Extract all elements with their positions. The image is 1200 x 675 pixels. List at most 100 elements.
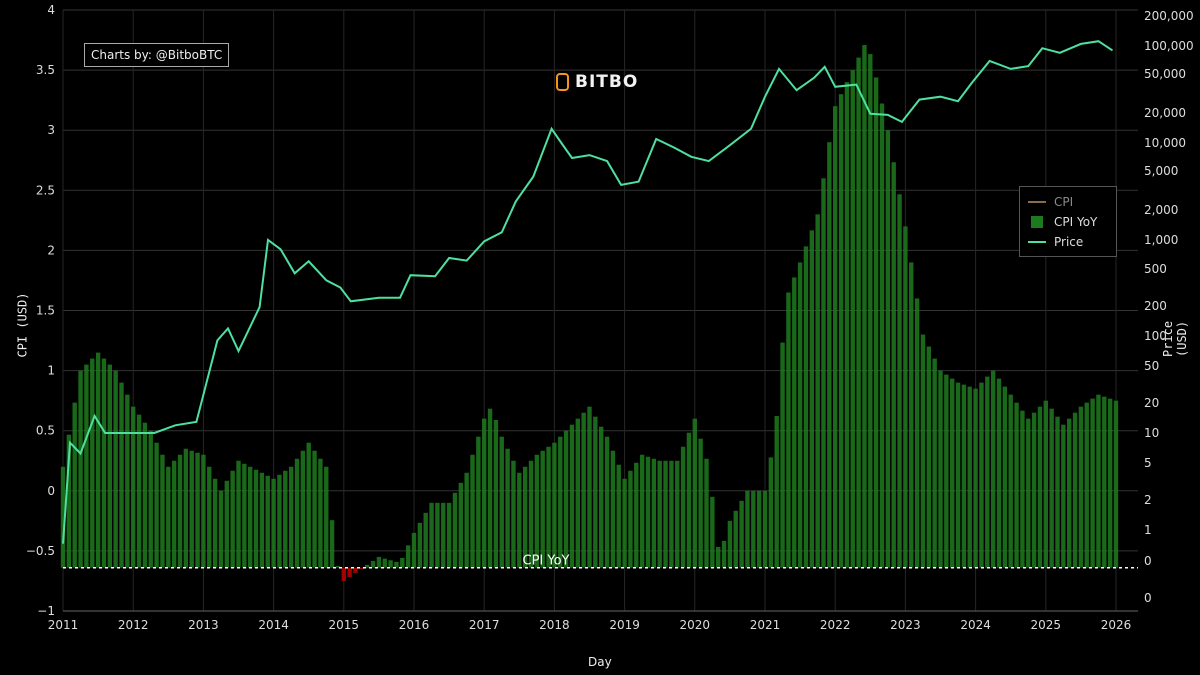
legend-item-cpi-yoy[interactable]: CPI YoY <box>1028 215 1097 229</box>
x-tick-label: 2025 <box>1031 618 1062 632</box>
cpi-yoy-bar <box>84 364 89 568</box>
cpi-yoy-bar <box>312 450 317 568</box>
cpi-yoy-bar <box>236 460 241 568</box>
x-tick-label: 2017 <box>469 618 500 632</box>
cpi-yoy-bar <box>809 230 814 568</box>
y-left-tick-label: −0.5 <box>26 544 55 558</box>
cpi-yoy-bar <box>546 446 551 568</box>
chart-credit: Charts by: @BitboBTC <box>84 43 230 67</box>
cpi-yoy-bar <box>967 386 972 568</box>
cpi-yoy-bar <box>645 456 651 568</box>
cpi-yoy-bar <box>195 452 200 568</box>
cpi-yoy-bar <box>131 406 136 568</box>
cpi-yoy-bar <box>903 226 908 568</box>
cpi-yoy-bar <box>347 567 352 577</box>
y-right-tick-label: 1,000 <box>1144 233 1178 247</box>
cpi-yoy-bar <box>756 490 762 568</box>
cpi-yoy-bar <box>914 298 920 568</box>
y-right-tick-label: 10 <box>1144 426 1159 440</box>
cpi-yoy-bar <box>359 567 364 569</box>
cpi-yoy-bar <box>283 470 288 568</box>
y-right-tick-label: 200 <box>1144 299 1167 313</box>
cpi-yoy-bar <box>405 545 411 568</box>
cpi-yoy-bar <box>745 490 750 568</box>
cpi-yoy-bar <box>797 262 803 568</box>
cpi-yoy-bar <box>955 382 961 568</box>
cpi-yoy-bar <box>113 370 118 568</box>
cpi-yoy-bar <box>499 436 504 568</box>
cpi-yoy-bar <box>815 214 820 568</box>
cpi-yoy-bar <box>1096 394 1101 568</box>
legend-cpi-swatch <box>1028 201 1046 203</box>
cpi-yoy-bar <box>1020 410 1025 568</box>
y-right-tick-label: 5 <box>1144 456 1152 470</box>
cpi-yoy-bar <box>733 510 738 568</box>
cpi-yoy-bar <box>938 370 943 568</box>
cpi-yoy-bar <box>1107 398 1113 568</box>
x-tick-label: 2011 <box>48 618 79 632</box>
cpi-yoy-bar <box>692 418 697 568</box>
cpi-yoy-bar <box>423 512 428 568</box>
x-tick-label: 2022 <box>820 618 851 632</box>
y-left-tick-label: −1 <box>37 604 55 618</box>
y-right-tick-label: 0 <box>1144 554 1152 568</box>
legend-price-label: Price <box>1054 235 1084 249</box>
cpi-yoy-bar <box>879 103 885 568</box>
x-tick-label: 2026 <box>1101 618 1132 632</box>
cpi-yoy-bar <box>639 454 645 568</box>
cpi-yoy-bar <box>148 430 153 568</box>
y-right-tick-label: 2 <box>1144 493 1152 507</box>
y-left-tick-label: 1 <box>47 364 55 378</box>
cpi-yoy-bar <box>382 558 387 568</box>
cpi-yoy-bar <box>429 502 434 568</box>
cpi-yoy-bar <box>1055 416 1060 568</box>
cpi-yoy-bar <box>727 520 733 568</box>
legend-cpi-yoy-label: CPI YoY <box>1054 215 1098 229</box>
y-right-tick-label: 2,000 <box>1144 203 1178 217</box>
cpi-yoy-bar <box>575 418 580 568</box>
cpi-yoy-bar <box>610 450 616 568</box>
cpi-yoy-bar <box>1026 418 1031 568</box>
chart-legend: CPI CPI YoY Price <box>1019 186 1117 257</box>
cpi-yoy-bar <box>751 490 756 568</box>
reference-line-label: CPI YoY <box>523 554 570 569</box>
cpi-yoy-bar <box>388 560 393 568</box>
cpi-yoy-bar <box>552 442 557 568</box>
cpi-yoy-bar <box>259 472 265 568</box>
cpi-yoy-bar <box>821 178 826 568</box>
cpi-yoy-bar <box>517 472 522 568</box>
bitbo-logo-icon <box>556 73 569 91</box>
cpi-yoy-bar <box>1014 402 1019 568</box>
cpi-yoy-bar <box>242 463 247 568</box>
cpi-yoy-bar <box>329 520 335 568</box>
x-tick-label: 2021 <box>750 618 781 632</box>
cpi-yoy-bar <box>634 462 639 568</box>
cpi-yoy-bar <box>996 378 1002 568</box>
cpi-yoy-bar <box>107 364 112 568</box>
cpi-yoy-bar <box>452 492 458 568</box>
cpi-yoy-bar <box>365 564 370 568</box>
y-right-tick-label: 5,000 <box>1144 164 1178 178</box>
cpi-yoy-bar <box>1008 394 1013 568</box>
x-tick-label: 2015 <box>329 618 360 632</box>
cpi-yoy-bar <box>680 446 686 568</box>
cpi-yoy-bar <box>710 496 715 568</box>
legend-item-cpi[interactable]: CPI <box>1028 195 1073 209</box>
cpi-yoy-bar <box>394 561 399 568</box>
cpi-yoy-bar <box>207 466 212 568</box>
cpi-yoy-bar <box>142 422 148 568</box>
cpi-yoy-bar <box>698 438 703 568</box>
legend-item-price[interactable]: Price <box>1028 235 1083 249</box>
x-tick-label: 2023 <box>890 618 921 632</box>
cpi-yoy-bar <box>1037 406 1043 568</box>
cpi-yoy-bar <box>534 454 540 568</box>
cpi-yoy-bar <box>95 352 101 568</box>
cpi-yoy-bar <box>493 420 499 568</box>
cpi-yoy-bar <box>1072 412 1078 568</box>
cpi-yoy-bar <box>201 454 206 568</box>
cpi-yoy-bar <box>675 460 680 568</box>
cpi-yoy-bar <box>704 458 709 568</box>
cpi-yoy-bar <box>862 45 867 568</box>
cpi-yoy-bar <box>926 346 931 568</box>
y-left-tick-label: 2.5 <box>36 183 55 197</box>
